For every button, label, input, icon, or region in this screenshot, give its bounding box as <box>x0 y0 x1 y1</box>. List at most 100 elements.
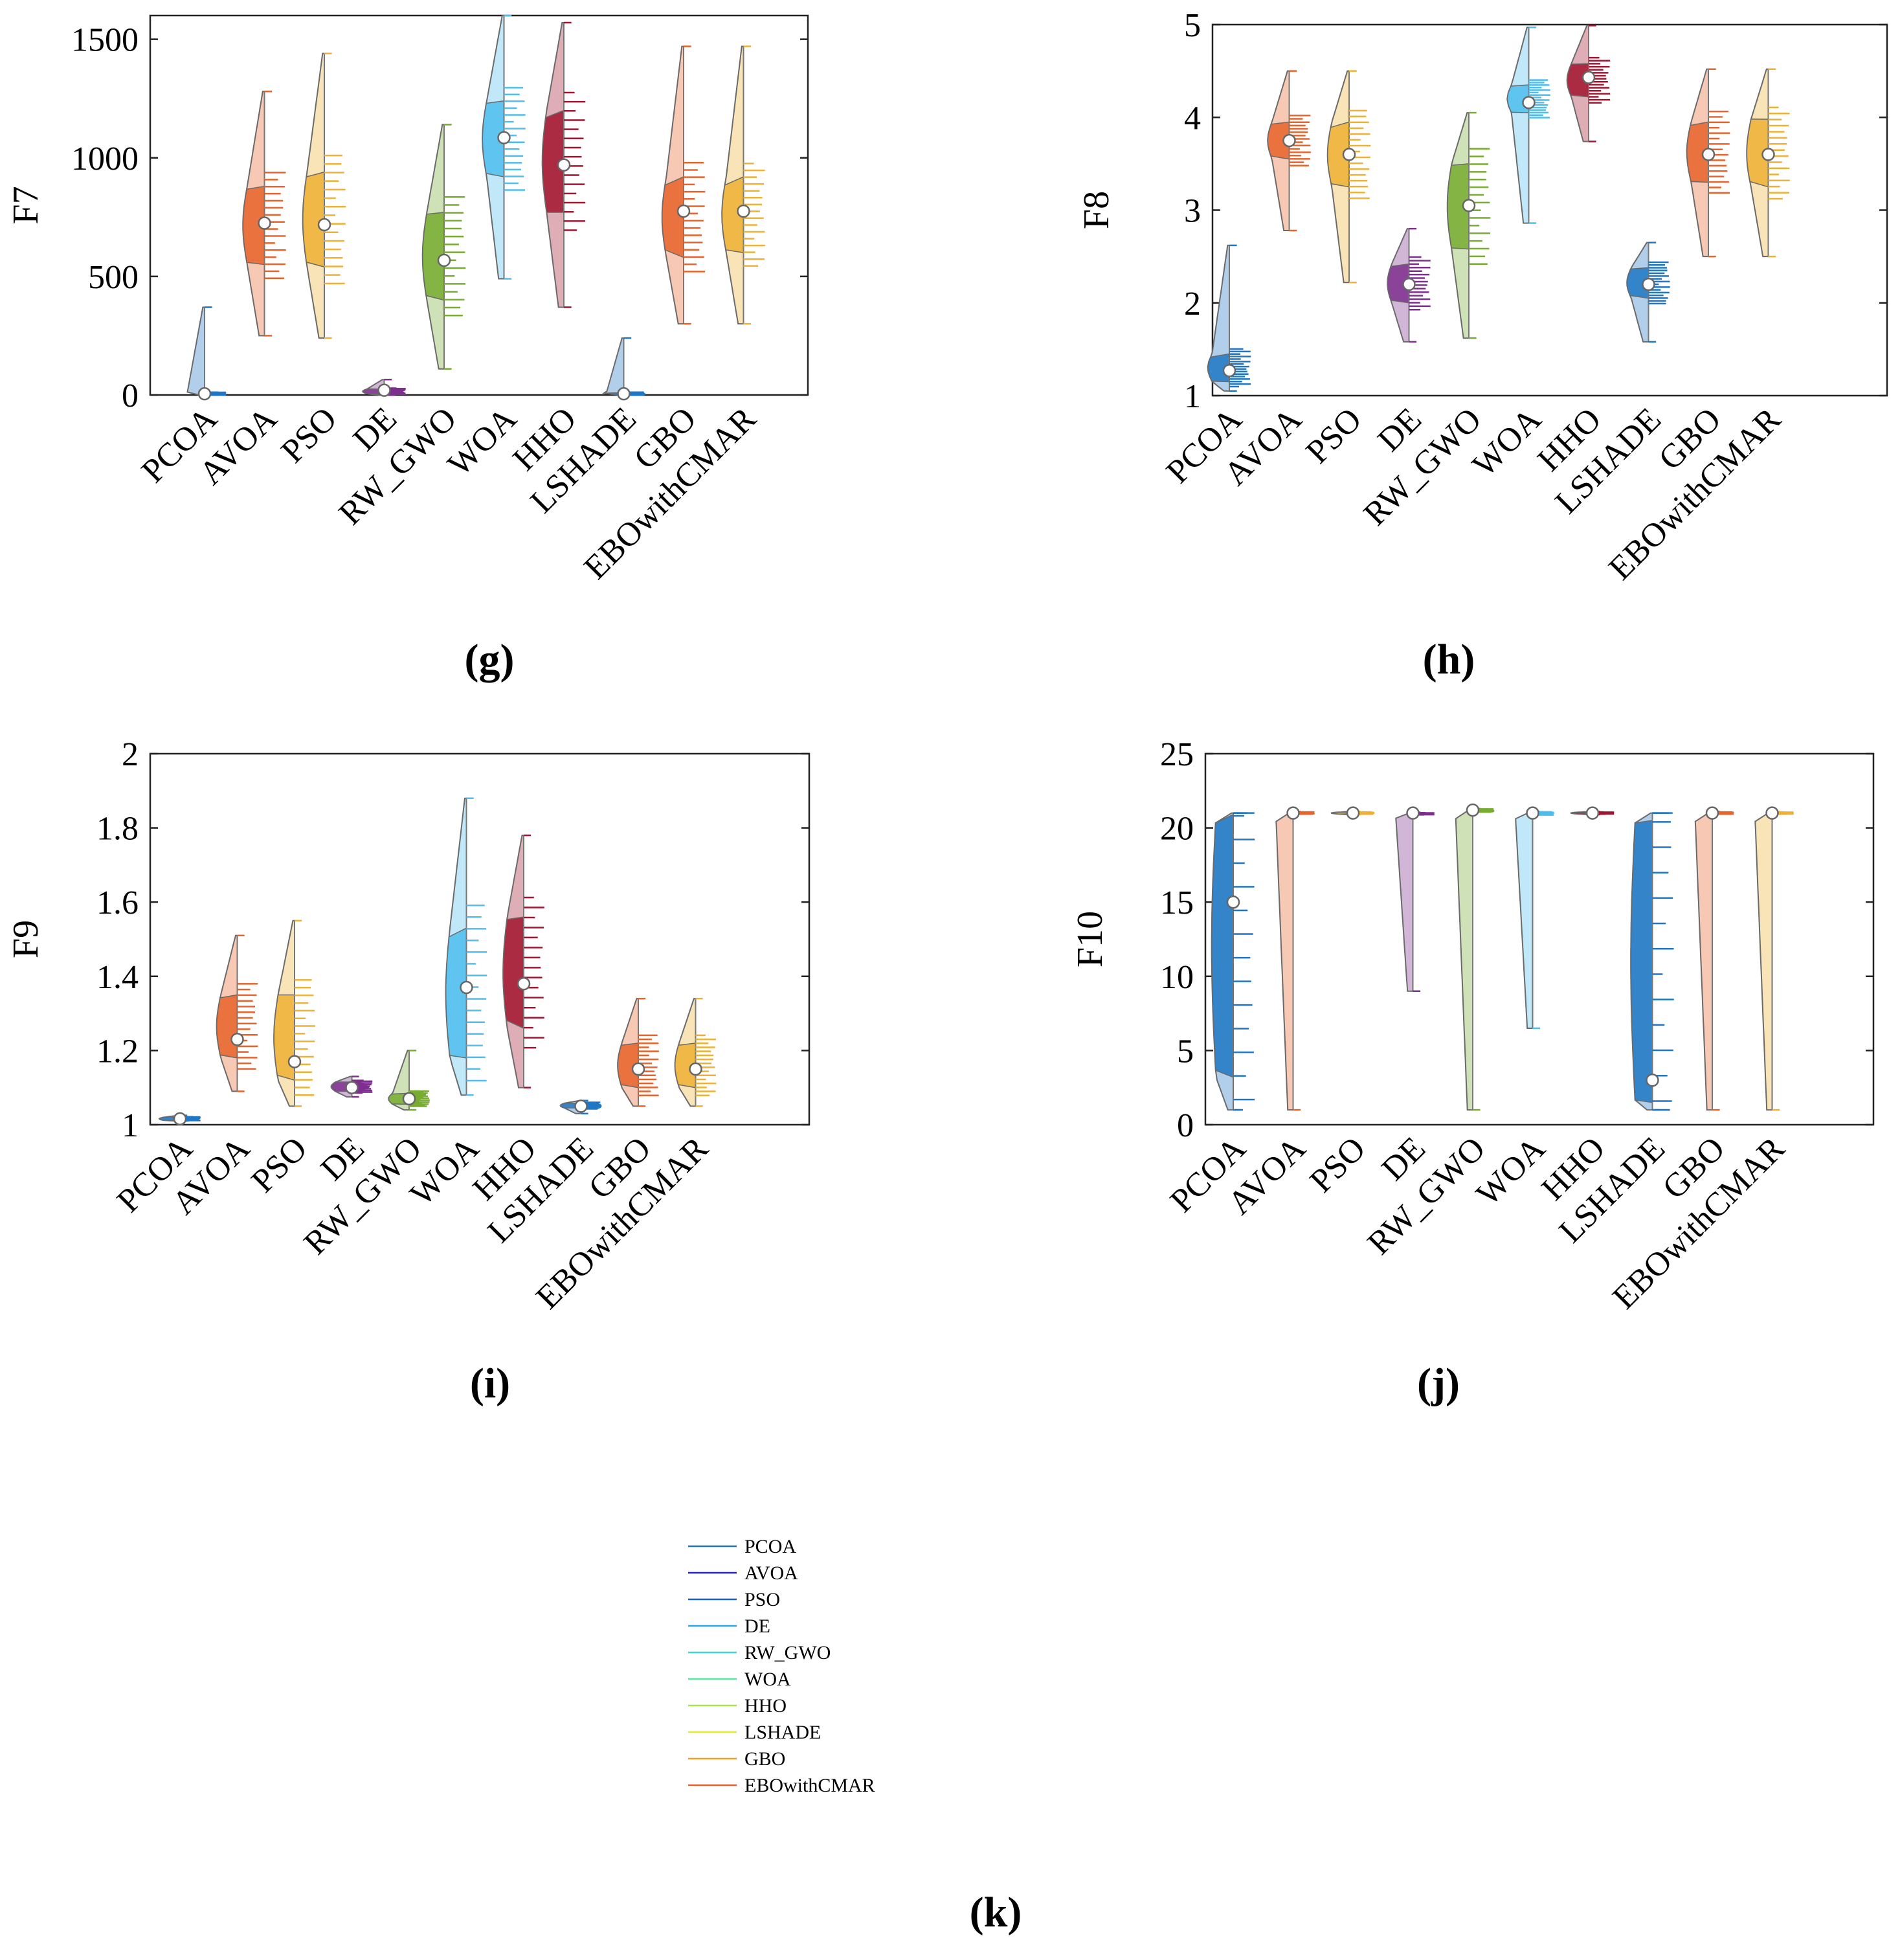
y-tick-label: 20 <box>1160 811 1194 848</box>
mean-marker <box>1522 96 1536 109</box>
y-tick-label: 1.2 <box>96 1033 139 1070</box>
mean-marker <box>631 1062 645 1076</box>
panel-label: (i) <box>470 1360 510 1407</box>
x-category-label: RW_GWO <box>1361 1130 1493 1262</box>
violin-iqr <box>445 927 467 1059</box>
violin-DE <box>1395 806 1435 992</box>
violin-body <box>1275 811 1294 1111</box>
violin-iqr <box>1630 820 1653 1103</box>
legend-label: DE <box>744 1616 770 1637</box>
violin-PSO <box>302 52 346 339</box>
violin-iqr <box>1207 353 1230 383</box>
violin-iqr <box>1267 121 1290 160</box>
violin-DE <box>330 1076 373 1098</box>
mean-marker <box>1526 806 1539 820</box>
mean-marker <box>1462 199 1476 212</box>
x-category-label: PSO <box>1303 1130 1373 1200</box>
y-axis-label: F8 <box>1077 191 1117 229</box>
violin-AVOA <box>242 90 286 337</box>
violin-iqr <box>617 1042 639 1088</box>
mean-marker <box>1581 71 1596 84</box>
x-category-label: PSO <box>1299 401 1369 471</box>
violin-HHO <box>502 834 544 1088</box>
y-axis-label: F9 <box>6 920 46 958</box>
y-tick-label: 1.4 <box>96 959 139 996</box>
violin-body <box>1506 27 1530 224</box>
violin-WOA <box>482 14 526 280</box>
violin-PCOA <box>1211 812 1255 1111</box>
x-category-label: WOA <box>1470 1130 1552 1213</box>
mean-marker <box>737 204 750 218</box>
mean-marker <box>437 253 451 267</box>
violin-iqr <box>662 175 684 258</box>
legend-label: GBO <box>744 1748 785 1770</box>
mean-marker <box>377 383 391 397</box>
y-tick-label: 0 <box>1177 1107 1194 1144</box>
y-tick-label: 2 <box>1184 286 1201 322</box>
violin-WOA <box>1515 806 1554 1030</box>
violin-body <box>602 337 625 396</box>
y-tick-label: 0 <box>122 377 139 414</box>
violin-PCOA <box>186 306 227 401</box>
mean-marker <box>287 1055 302 1068</box>
y-axis-label: F10 <box>1070 911 1110 967</box>
violin-LSHADE <box>602 337 645 401</box>
violin-HHO <box>1570 806 1615 820</box>
violin-DE <box>362 378 406 397</box>
violin-AVOA <box>216 934 258 1092</box>
violin-iqr <box>1746 118 1769 188</box>
violin-body <box>186 306 205 396</box>
mean-marker <box>1765 806 1779 820</box>
y-tick-label: 5 <box>1177 1033 1194 1070</box>
x-category-label: WOA <box>441 400 524 483</box>
violin-body <box>1395 811 1414 992</box>
legend: PCOA AVOA PSO DE RW_GWO WOA HHO LSHADE GBO EBOwit… <box>688 1536 1022 1936</box>
violin-DE <box>1387 227 1431 343</box>
mean-marker <box>1585 806 1600 820</box>
violin-RW_GWO <box>421 124 466 370</box>
violin-LSHADE <box>559 1099 602 1115</box>
violin-iqr <box>1447 163 1470 250</box>
violin-WOA <box>1506 27 1550 224</box>
y-tick-label: 2 <box>122 736 139 773</box>
mean-marker <box>1761 148 1775 161</box>
violin-body <box>1515 811 1534 1030</box>
mean-marker <box>1346 806 1360 820</box>
violin-iqr <box>502 916 524 1030</box>
violin-iqr <box>1626 267 1649 299</box>
violin-EBOwithCMAR <box>674 997 717 1107</box>
violin-PCOA <box>158 1112 201 1126</box>
violin-iqr <box>1326 121 1350 188</box>
violin-PSO <box>1326 70 1371 284</box>
violin-iqr <box>242 185 265 265</box>
violin-LSHADE <box>1626 242 1670 343</box>
y-tick-label: 10 <box>1160 959 1194 996</box>
mean-marker <box>402 1092 416 1106</box>
mean-marker <box>1226 895 1240 909</box>
violin-WOA <box>445 797 487 1096</box>
mean-marker <box>317 218 331 232</box>
mean-marker <box>1701 148 1716 161</box>
y-tick-label: 5 <box>1184 7 1201 44</box>
mean-marker <box>617 387 631 401</box>
legend-label: WOA <box>744 1669 791 1690</box>
mean-marker <box>574 1099 588 1113</box>
mean-marker <box>345 1081 359 1094</box>
violin-body <box>1694 811 1713 1111</box>
mean-marker <box>197 387 212 401</box>
legend-label: PSO <box>744 1589 780 1610</box>
y-tick-label: 15 <box>1160 884 1194 921</box>
violin-iqr <box>1387 263 1410 304</box>
mean-marker <box>517 977 531 991</box>
mean-marker <box>1286 806 1300 820</box>
mean-marker <box>1342 148 1356 161</box>
plot-frame <box>149 14 809 396</box>
violin-HHO <box>1566 25 1611 142</box>
violin-iqr <box>216 994 238 1059</box>
panel-label: (j) <box>1417 1360 1460 1407</box>
x-category-label: PSO <box>245 1130 315 1200</box>
